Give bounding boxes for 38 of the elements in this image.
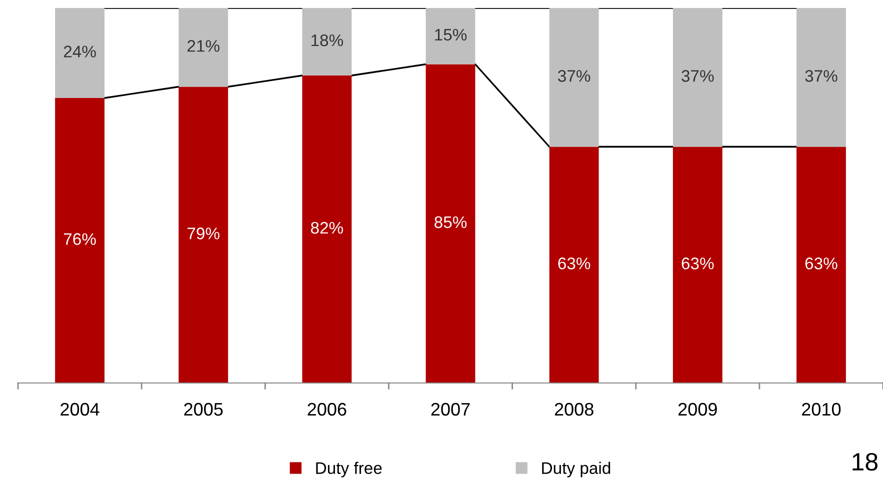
x-tick-label: 2007: [431, 402, 470, 416]
bar: [549, 146, 599, 383]
data-label: 37%: [558, 70, 590, 82]
legend-label: Duty paid: [542, 462, 610, 478]
data-label: 63%: [682, 258, 714, 270]
text: 18: [852, 452, 878, 471]
data-label: 37%: [805, 70, 838, 82]
bar: [672, 146, 722, 383]
bar: [426, 64, 476, 383]
bar: [302, 8, 352, 76]
data-label: 76%: [64, 233, 96, 245]
bar: [178, 8, 228, 87]
bar: [796, 146, 846, 383]
bar: [55, 98, 104, 383]
bar: [178, 86, 228, 383]
legend-label: Duty free: [316, 462, 382, 478]
bar: [796, 8, 846, 147]
data-label: 18%: [312, 34, 344, 46]
data-label: 63%: [805, 258, 838, 270]
bar: [302, 76, 352, 383]
x-tick-label: 2004: [60, 402, 100, 416]
x-tick-label: 2006: [308, 402, 346, 416]
bar: [672, 8, 722, 147]
data-label: 82%: [310, 222, 344, 234]
bar: [55, 8, 104, 98]
x-tick-label: 2008: [554, 402, 594, 416]
x-tick-label: 2009: [678, 402, 717, 416]
data-label: 63%: [558, 258, 590, 270]
bar: [549, 8, 599, 147]
data-label: 85%: [434, 216, 467, 228]
data-label: 21%: [188, 40, 220, 52]
data-label: 37%: [682, 70, 714, 82]
data-label: 24%: [64, 46, 96, 58]
data-label: 15%: [435, 28, 467, 41]
bar: [426, 8, 476, 64]
x-tick-label: 2005: [184, 402, 223, 416]
data-label: 79%: [188, 228, 220, 240]
x-tick-label: 2010: [802, 402, 841, 416]
